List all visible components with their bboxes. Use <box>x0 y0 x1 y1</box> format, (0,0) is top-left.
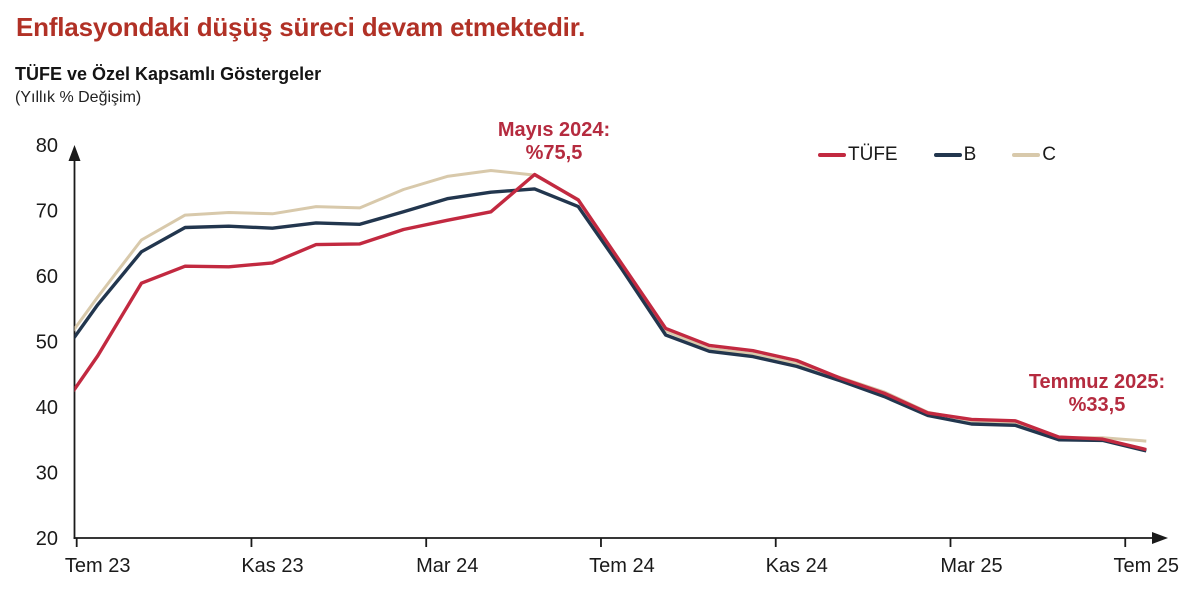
annotation-may-2024: Mayıs 2024: %75,5 <box>498 119 610 165</box>
y-tick-label: 40 <box>36 397 58 419</box>
c-line-swatch-icon <box>1012 153 1041 157</box>
x-tick-label: Tem 23 <box>65 555 131 577</box>
y-tick-label: 80 <box>36 135 58 157</box>
y-tick-label: 60 <box>36 266 58 288</box>
y-tick-label: 70 <box>36 201 58 223</box>
annotation-may-2024-label: Mayıs 2024: <box>497 119 611 141</box>
x-axis-arrow-icon <box>1152 532 1168 544</box>
x-tick-label: Mar 24 <box>416 555 478 577</box>
annotation-temmuz-2025: Temmuz 2025: %33,5 <box>1029 371 1165 417</box>
x-tick-label: Kas 23 <box>241 555 303 577</box>
chart-title: TÜFE ve Özel Kapsamlı Göstergeler <box>15 64 322 84</box>
tufe-line-swatch-icon <box>818 153 846 157</box>
x-tick-label: Kas 24 <box>766 555 828 577</box>
annotation-temmuz-2025-label: Temmuz 2025: <box>1028 371 1166 393</box>
legend-label-b: B <box>963 144 977 165</box>
legend-label-tufe: TÜFE <box>848 144 898 165</box>
series-line-b <box>74 187 1147 453</box>
y-tick-label: 30 <box>36 463 58 485</box>
legend-label-c: C <box>1042 144 1057 165</box>
y-tick-label: 20 <box>36 528 58 550</box>
legend-item-tufe: TÜFE <box>818 144 898 166</box>
page-title: Enflasyondaki düşüş süreci devam etmekte… <box>16 12 586 42</box>
legend-item-b: B <box>933 144 977 166</box>
annotation-may-2024-value: %75,5 <box>525 142 583 164</box>
chart-legend: TÜFE B C <box>818 144 1056 166</box>
series-line-tüfe <box>74 172 1147 452</box>
annotation-temmuz-2025-value: %33,5 <box>1068 394 1126 416</box>
legend-item-c: C <box>1012 144 1056 166</box>
x-tick-label: Mar 25 <box>940 555 1002 577</box>
y-tick-label: 50 <box>36 332 58 354</box>
chart-subtitle: (Yıllık % Değişim) <box>15 89 142 106</box>
x-tick-label: Tem 25 <box>1113 555 1179 577</box>
series-line-c <box>74 169 1147 443</box>
b-line-swatch-icon <box>933 153 962 157</box>
x-tick-label: Tem 24 <box>589 555 655 577</box>
y-axis-arrow-icon <box>68 145 81 161</box>
